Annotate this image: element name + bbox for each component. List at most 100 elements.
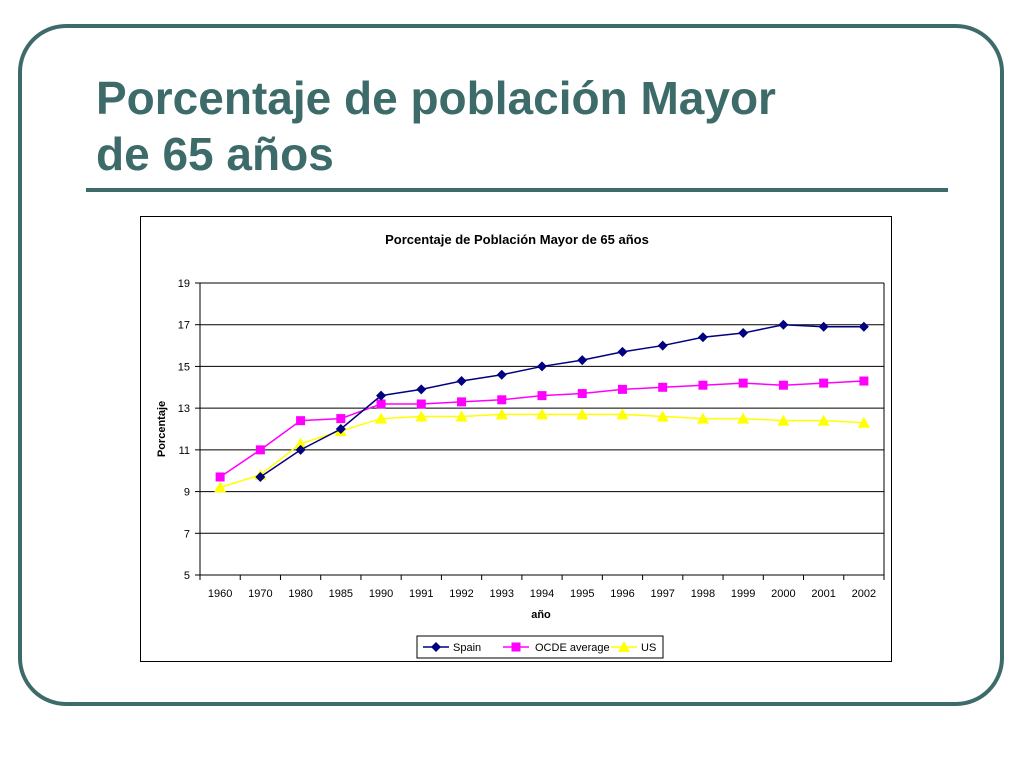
y-axis-label: Porcentaje [156,401,168,457]
legend-entry-ocde-average: OCDE average [503,642,610,654]
legend-box [416,635,664,659]
legend-entry-us: US [611,641,656,654]
y-tick-label-7: 7 [184,528,190,540]
series-us [214,408,870,493]
legend-entry-spain: Spain [423,642,481,654]
title-underline [86,188,948,192]
series-ocde-average [215,376,869,482]
data-point-2000 [778,319,789,330]
chart-container: Porcentaje de Población Mayor de 65 años… [140,216,892,662]
data-point-1991 [415,410,428,422]
data-point-1990 [375,412,388,424]
data-point-2002 [857,416,870,428]
x-tick-label-1970: 1970 [248,588,272,600]
x-tick-label-1996: 1996 [610,588,634,600]
data-point-1998 [697,332,708,343]
data-point-1996 [616,408,629,420]
series-line-spain [259,323,864,478]
data-point-2001 [817,414,830,426]
x-axis-label: año [531,609,551,621]
data-point-1995 [577,389,587,399]
data-point-1999 [738,378,748,388]
data-point-1994 [537,361,547,372]
data-point-1985 [335,424,346,434]
slide-title-line-1: Porcentaje de población Mayor [96,72,776,124]
y-tick-label-17: 17 [178,320,190,332]
series-line-us [219,413,864,489]
y-tick-label-19: 19 [178,278,190,290]
data-point-1992 [455,410,468,422]
slide-title-line-2: de 65 años [96,128,334,180]
gridlines [200,282,884,534]
data-point-2000 [777,414,790,426]
legend-label: Spain [453,642,481,654]
x-tick-label-1993: 1993 [490,588,514,600]
x-tick-label-1995: 1995 [570,588,594,600]
x-tick-label-1991: 1991 [409,588,433,600]
chart-title: Porcentaje de Población Mayor de 65 años [385,232,649,247]
data-point-1970 [255,445,265,455]
x-tick-label-1990: 1990 [369,588,393,600]
x-tick-label-1960: 1960 [208,588,232,600]
y-tick-label-9: 9 [184,487,190,499]
data-point-1996 [617,346,628,357]
data-point-1994 [537,391,547,401]
line-chart: Porcentaje de Población Mayor de 65 años… [156,232,885,659]
data-series [214,319,870,493]
data-point-1991 [416,399,426,409]
x-tick-label-1999: 1999 [731,588,755,600]
data-point-1985 [336,414,346,424]
data-point-2002 [859,376,869,386]
legend-marker-square [511,642,521,652]
axes: 5 7 9 11 13 15 17 19 1960 1970 1980 1985 1990 1991 199… [178,278,885,600]
data-point-1999 [737,412,750,424]
data-point-1998 [698,380,708,390]
data-point-1995 [576,408,589,420]
data-point-2001 [818,321,829,332]
data-point-1992 [456,376,467,387]
y-tick-label-5: 5 [184,570,190,582]
data-point-1997 [657,340,668,351]
x-tick-label-2000: 2000 [771,588,795,600]
data-point-1992 [457,397,467,407]
legend: Spain OCDE average US [416,635,664,659]
data-point-2001 [819,378,829,388]
x-tick-label-2001: 2001 [811,588,835,600]
data-point-1993 [495,408,508,420]
data-point-1970 [255,471,266,482]
x-tick-label-1998: 1998 [691,588,715,600]
data-point-1980 [296,416,306,426]
data-point-1994 [536,408,548,420]
data-point-1995 [577,355,588,366]
data-point-2002 [858,321,869,332]
data-point-1993 [497,395,507,405]
data-point-1999 [738,328,749,339]
data-point-1997 [656,410,669,422]
x-tick-label-1980: 1980 [288,588,312,600]
legend-marker-triangle [618,641,630,652]
data-point-1991 [416,384,427,395]
x-tick-label-1992: 1992 [449,588,473,600]
data-point-2000 [778,380,788,390]
data-point-1960 [214,481,227,493]
series-spain [255,319,869,482]
x-tick-label-1985: 1985 [329,588,353,600]
data-point-1997 [658,382,668,392]
data-point-1998 [696,412,709,424]
y-tick-label-13: 13 [178,403,190,415]
data-point-1980 [295,444,306,455]
y-tick-label-11: 11 [179,445,190,457]
slide-title: Porcentaje de población Mayor de 65 años [96,70,956,182]
legend-marker-diamond [431,642,441,652]
x-tick-label-1997: 1997 [650,588,674,600]
data-point-1993 [496,369,507,380]
data-point-1996 [617,384,627,394]
legend-label: US [641,642,656,654]
x-tick-label-1994: 1994 [530,588,554,600]
data-point-1980 [294,437,307,449]
slide-frame [18,24,1004,706]
data-point-1990 [376,399,386,409]
data-point-1990 [376,390,387,401]
y-tick-label-15: 15 [178,361,190,373]
legend-label: OCDE average [535,642,610,654]
